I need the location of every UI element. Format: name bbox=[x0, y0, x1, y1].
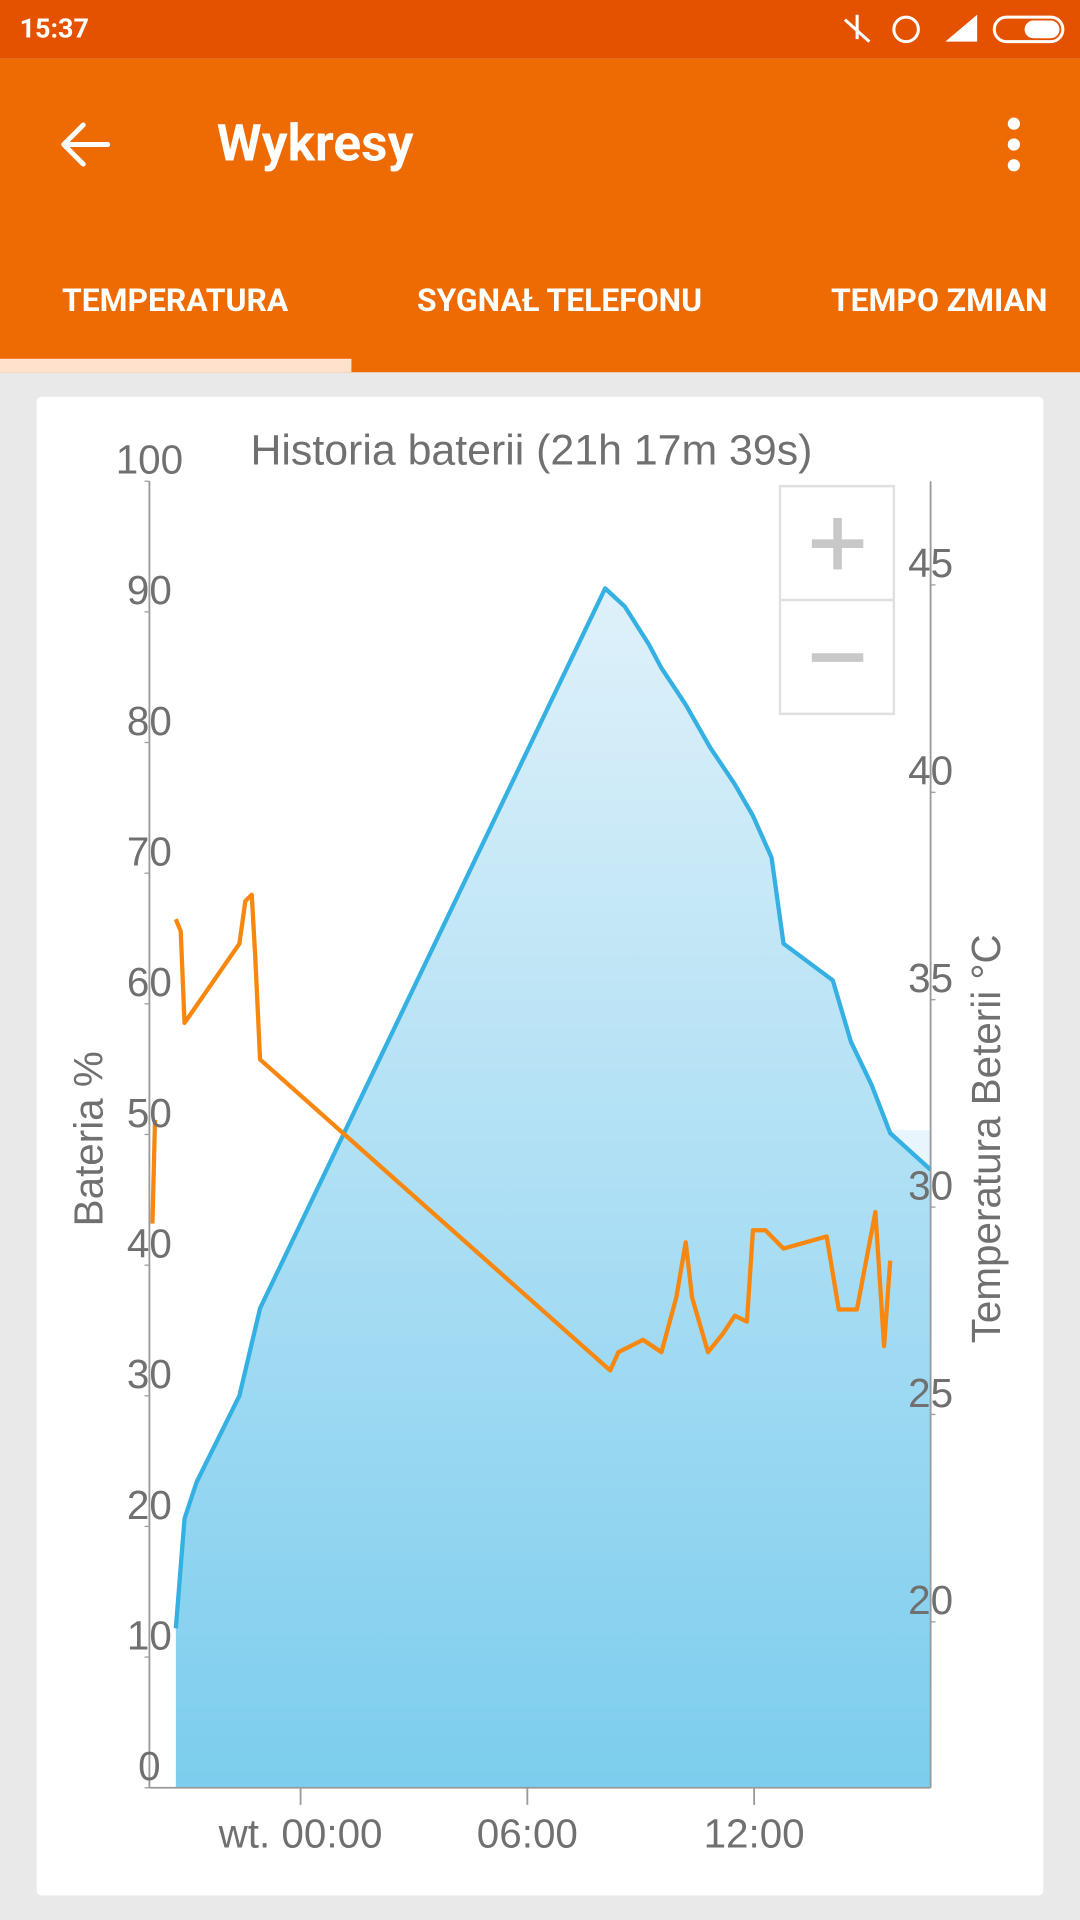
line bbox=[150, 892, 893, 1373]
y2-tick-label: 40 bbox=[908, 748, 953, 794]
y2-axis-title: Temperatura Beterii °C bbox=[963, 934, 1009, 1343]
y-tick-label: 80 bbox=[127, 698, 172, 744]
tab[interactable]: TEMPO ZMIAN bbox=[831, 281, 1047, 319]
y-tick-label: 20 bbox=[127, 1482, 172, 1528]
y-tick-label: 50 bbox=[127, 1090, 172, 1136]
y2-tick-label: 30 bbox=[908, 1162, 953, 1208]
tab[interactable]: TEMPERATURA bbox=[62, 281, 289, 319]
zoom-controls bbox=[778, 484, 896, 716]
menu-button[interactable] bbox=[1007, 117, 1020, 172]
line bbox=[173, 586, 933, 1629]
y2-tick-label: 45 bbox=[908, 540, 953, 586]
y-tick-label: 10 bbox=[127, 1612, 172, 1658]
y-tick-label: 90 bbox=[127, 567, 172, 613]
clock: 15:37 bbox=[20, 13, 89, 45]
x-tick-label: 12:00 bbox=[704, 1810, 805, 1856]
x-tick-label: 06:00 bbox=[477, 1810, 578, 1856]
y-tick-label: 60 bbox=[127, 959, 172, 1005]
app-title: Wykresy bbox=[217, 113, 414, 174]
tab-indicator bbox=[0, 358, 352, 373]
y-tick-label: 100 bbox=[116, 437, 183, 483]
back-button[interactable] bbox=[61, 122, 111, 167]
app-bar bbox=[0, 58, 1080, 373]
y-tick-label: 40 bbox=[127, 1220, 172, 1266]
chart-title: Historia baterii (21h 17m 39s) bbox=[250, 426, 812, 474]
y2-tick-label: 20 bbox=[908, 1577, 953, 1623]
x-tick-label: wt. 00:00 bbox=[218, 1810, 383, 1856]
tab[interactable]: SYGNAŁ TELEFONU bbox=[417, 281, 702, 319]
y-tick-label: 0 bbox=[138, 1743, 160, 1789]
area bbox=[175, 588, 931, 1788]
y2-tick-label: 25 bbox=[908, 1370, 953, 1416]
y-tick-label: 70 bbox=[127, 828, 172, 874]
status-bar bbox=[0, 0, 1080, 59]
plot: 0 10 20 30 40 50 60 70 80 90 100 20 25 30 35 40 45 wt. 00… bbox=[116, 437, 953, 1857]
y-axis-title: Bateria % bbox=[66, 1051, 112, 1226]
y-tick-label: 30 bbox=[127, 1351, 172, 1397]
zoom-in[interactable] bbox=[811, 517, 864, 570]
status-icons bbox=[843, 14, 1065, 44]
y2-tick-label: 35 bbox=[908, 955, 953, 1001]
